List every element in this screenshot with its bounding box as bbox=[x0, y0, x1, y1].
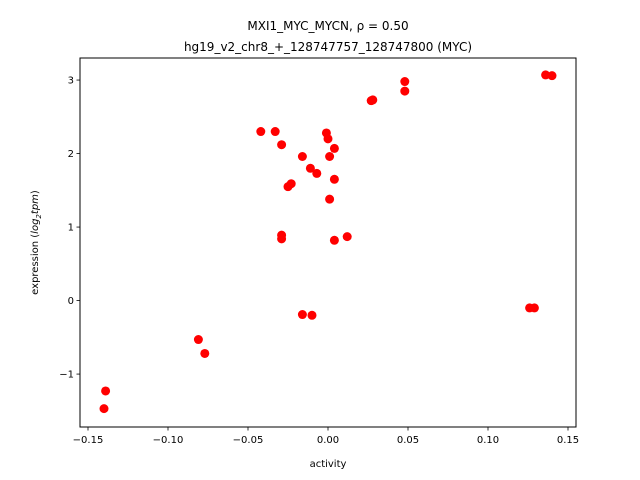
plot-frame bbox=[79, 57, 577, 428]
data-point bbox=[529, 303, 539, 313]
data-point bbox=[99, 404, 109, 414]
data-points bbox=[99, 70, 557, 414]
y-axis-label-suffix: ) bbox=[30, 190, 41, 194]
y-axis-label-math: log bbox=[30, 219, 41, 234]
x-axis-label: activity bbox=[310, 459, 347, 470]
x-axis-ticks: −0.15 −0.10 −0.05 0.00 0.05 0.10 0.15 bbox=[73, 427, 579, 446]
y-axis-label-math2: tpm bbox=[30, 194, 41, 214]
data-point bbox=[307, 310, 317, 320]
x-tick-label: 0.10 bbox=[477, 435, 499, 446]
y-tick-label: 0 bbox=[68, 296, 74, 307]
data-point bbox=[200, 348, 210, 358]
data-point bbox=[547, 71, 557, 81]
data-point bbox=[101, 386, 111, 396]
x-tick-label: −0.10 bbox=[153, 435, 184, 446]
data-point bbox=[325, 194, 335, 204]
data-point bbox=[256, 127, 266, 137]
data-point bbox=[400, 86, 410, 96]
data-point bbox=[286, 179, 296, 189]
y-tick-label: 3 bbox=[68, 76, 74, 87]
y-tick-label: 1 bbox=[68, 223, 74, 234]
data-point bbox=[193, 335, 203, 345]
data-point bbox=[323, 134, 333, 144]
data-point bbox=[312, 168, 322, 178]
y-axis-label-prefix: expression ( bbox=[30, 234, 41, 295]
data-point bbox=[297, 151, 307, 161]
chart-title-line1: MXI1_MYC_MYCN, ρ = 0.50 bbox=[247, 19, 408, 33]
chart-title-line2: hg19_v2_chr8_+_128747757_128747800 (MYC) bbox=[184, 40, 472, 54]
x-tick-label: 0.15 bbox=[557, 435, 579, 446]
y-axis-label-subscript: 2 bbox=[35, 214, 43, 219]
data-point bbox=[270, 127, 280, 137]
data-point bbox=[277, 234, 287, 244]
data-point bbox=[325, 151, 335, 161]
data-point bbox=[342, 232, 352, 242]
data-point bbox=[329, 143, 339, 153]
data-point bbox=[400, 77, 410, 87]
y-tick-label: −1 bbox=[59, 370, 74, 381]
y-axis-ticks: −1 0 1 2 3 bbox=[59, 76, 80, 381]
data-point bbox=[368, 95, 378, 105]
x-tick-label: −0.05 bbox=[233, 435, 264, 446]
data-point bbox=[329, 174, 339, 184]
y-axis-label: expression (log2tpm) bbox=[30, 190, 43, 295]
x-tick-label: 0.00 bbox=[317, 435, 339, 446]
y-tick-label: 2 bbox=[68, 149, 74, 160]
data-point bbox=[297, 310, 307, 320]
data-point bbox=[305, 163, 315, 173]
x-tick-label: 0.05 bbox=[397, 435, 419, 446]
x-tick-label: −0.15 bbox=[73, 435, 104, 446]
data-point bbox=[277, 140, 287, 150]
data-point bbox=[329, 235, 339, 245]
